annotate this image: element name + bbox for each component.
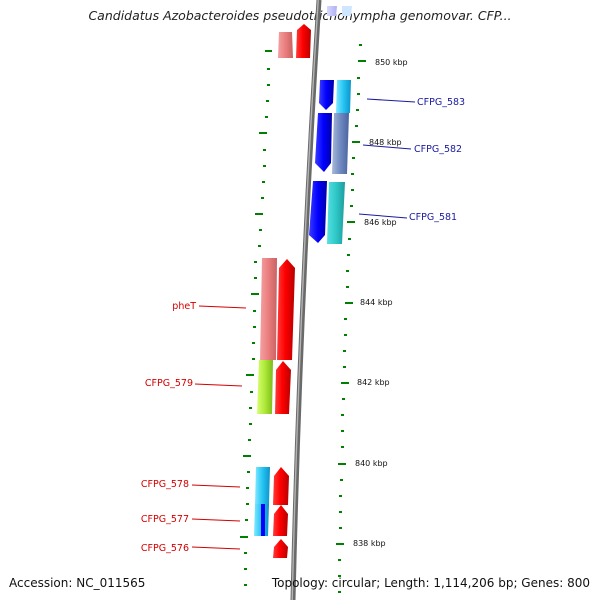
leader-cfpg578	[191, 484, 241, 488]
gene-feature-top-pink[interactable]	[278, 32, 293, 58]
gene-arrow-cfpg579[interactable]	[275, 361, 291, 414]
gene-feature-cfpg583-cds[interactable]	[336, 80, 351, 113]
leader-cfpg582	[362, 144, 412, 150]
leader-cfpg583	[366, 98, 416, 103]
gene-feature-cfpg582-cds[interactable]	[332, 113, 349, 174]
gene-feature-phet-cds[interactable]	[260, 258, 277, 360]
gene-arrow-cfpg582[interactable]	[315, 113, 332, 172]
scale-label-838: 838 kbp	[353, 539, 386, 548]
gene-label-cfpg576[interactable]: CFPG_576	[141, 543, 189, 554]
gene-feature-top-red[interactable]	[296, 24, 311, 58]
outer-ticks	[336, 44, 366, 593]
leader-cfpg579	[194, 383, 243, 387]
leader-phet	[198, 305, 247, 309]
scale-label-846: 846 kbp	[364, 218, 397, 227]
scale-label-842: 842 kbp	[357, 378, 390, 387]
gene-feature-cfpg577-segment[interactable]	[261, 504, 265, 536]
map-title: Candidatus Azobacteroides pseudotrichony…	[88, 8, 512, 23]
gene-label-cfpg581[interactable]: CFPG_581	[409, 212, 457, 223]
gene-feature-cfpg578-cds[interactable]	[255, 467, 270, 505]
gene-label-cfpg582[interactable]: CFPG_582	[414, 144, 462, 155]
gene-arrow-phet[interactable]	[277, 259, 295, 360]
scale-label-850: 850 kbp	[375, 58, 408, 67]
leader-cfpg581	[358, 213, 408, 219]
gene-feature-cfpg579-cds[interactable]	[257, 360, 273, 414]
scale-label-848: 848 kbp	[369, 138, 402, 147]
gene-feature-top-lavender[interactable]	[327, 6, 337, 16]
gene-label-cfpg577[interactable]: CFPG_577	[141, 514, 189, 525]
backbone-highlight	[291, 0, 319, 600]
gene-arrow-cfpg577[interactable]	[273, 505, 288, 536]
backbone-line	[290, 0, 322, 600]
gene-label-cfpg579[interactable]: CFPG_579	[145, 378, 193, 389]
scale-label-844: 844 kbp	[360, 298, 393, 307]
leader-cfpg576	[191, 546, 241, 550]
gene-label-cfpg578[interactable]: CFPG_578	[141, 479, 189, 490]
gene-arrow-cfpg578[interactable]	[273, 467, 289, 505]
gene-arrow-cfpg583[interactable]	[319, 80, 334, 110]
gene-feature-cfpg581-cds[interactable]	[327, 182, 345, 244]
inner-ticks	[240, 50, 272, 586]
scale-label-840: 840 kbp	[355, 459, 388, 468]
gene-label-phet[interactable]: pheT	[172, 301, 196, 312]
gene-label-cfpg583[interactable]: CFPG_583	[417, 97, 465, 108]
topology-text: Topology: circular; Length: 1,114,206 bp…	[271, 576, 590, 590]
gene-arrow-cfpg581[interactable]	[309, 181, 327, 243]
gene-arrow-cfpg576[interactable]	[273, 539, 288, 558]
gene-feature-top-lightblue[interactable]	[342, 6, 352, 16]
accession-text: Accession: NC_011565	[9, 576, 146, 590]
leader-cfpg577	[191, 518, 241, 522]
